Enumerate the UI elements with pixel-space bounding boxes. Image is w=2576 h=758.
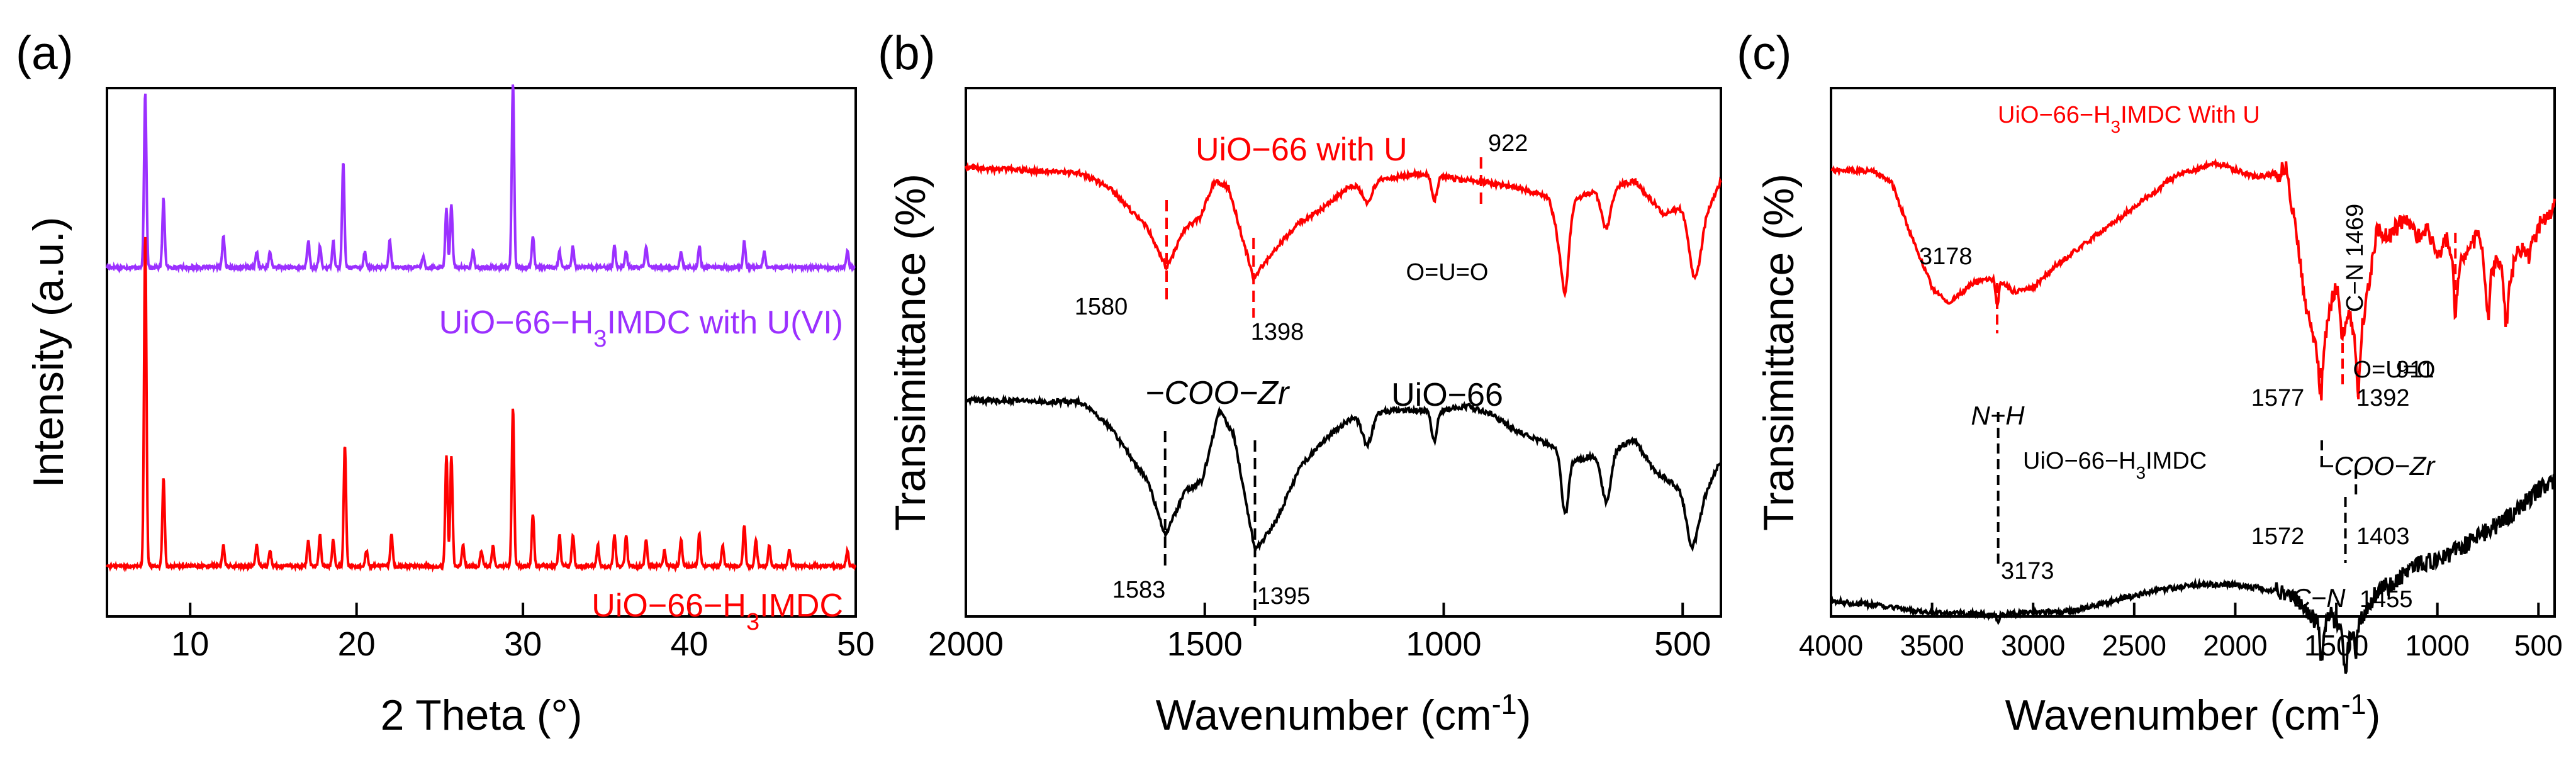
panel-c-annotation-c-n-1469: C−N 1469	[2342, 204, 2368, 312]
panel-c-x-tick-label-2500: 2500	[2102, 629, 2166, 662]
panel-c-annotation-h3imdc-title: UiO−66−H3IMDC	[2023, 448, 2207, 482]
panel-c-x-axis-label-sup: -1	[2341, 688, 2366, 720]
panel-b-annotations: UiO−66 with U 922 1580 1398 O=U=O −COO−Zr UiO−…	[1075, 130, 1528, 610]
panel-b-x-axis-label: Wavenumber (cm-1)	[1156, 688, 1532, 740]
panel-c-series-1	[1830, 473, 2556, 674]
panel-c-series	[1830, 158, 2556, 674]
panel-a-x-axis-label: 2 Theta (°)	[381, 691, 583, 739]
label-part-1: 3	[2136, 463, 2146, 482]
panel-c-annotation-3178: 3178	[1919, 243, 1973, 270]
panel-b-annotation-coo-zr: −COO−Zr	[1145, 375, 1291, 411]
panel-a-series-0	[106, 84, 856, 274]
panel-b-peak-markers	[1163, 157, 1482, 626]
panel-b-annotation-1398: 1398	[1251, 319, 1304, 345]
panel-b-x-ticks: 2000 1500 1000 500	[928, 603, 1711, 663]
panel-c-annotation-1403: 1403	[2356, 523, 2410, 550]
panel-a-x-tick-label-50: 50	[837, 625, 875, 663]
label-part-0: UiO−66−H	[2023, 448, 2136, 474]
panel-b-series	[965, 162, 1722, 552]
panel-b-x-axis-label-end: )	[1517, 691, 1532, 739]
panel-a-plot-frame	[106, 87, 857, 618]
panel-a-series-label-uio66-h3imdc-with-u: UiO−66−H3IMDC with U(VI)	[439, 304, 843, 352]
panel-b-x-axis-label-main: Wavenumber (cm	[1156, 691, 1492, 739]
panel-a-series-label-uio66-h3imdc: UiO−66−H3IMDC	[591, 588, 843, 635]
label-part-1: 3	[746, 609, 759, 635]
panel-b-x-tick-label-1500: 1500	[1167, 625, 1243, 663]
panel-b-label: (b)	[878, 26, 936, 79]
panel-c-label: (c)	[1737, 26, 1791, 79]
panel-b-x-axis-label-sup: -1	[1492, 688, 1517, 720]
label-part-0: UiO−66−H	[439, 304, 594, 341]
label-part-2: IMDC with U(VI)	[607, 304, 843, 341]
panel-c-x-tick-label-500: 500	[2514, 629, 2563, 662]
panel-a-x-tick-label-40: 40	[671, 625, 708, 663]
panel-c-annotation-n-h: N−H	[1971, 401, 2025, 430]
panel-a-x-tick-label-20: 20	[338, 625, 376, 663]
panel-c-annotation-c-n: C−N	[2292, 583, 2346, 613]
panel-b-annotation-1395: 1395	[1257, 583, 1311, 610]
panel-a-series	[106, 84, 857, 573]
panel-c-x-tick-label-1000: 1000	[2405, 629, 2470, 662]
panel-b-series-1	[965, 394, 1722, 552]
panel-a: (a) 10 20 30 40 50 2 Theta (°) Intensity (a.…	[16, 26, 875, 739]
panel-a-label: (a)	[16, 26, 74, 79]
label-part-2: IMDC	[759, 588, 843, 624]
panel-c-series-0	[1830, 158, 2556, 401]
panel-a-x-tick-label-30: 30	[504, 625, 542, 663]
panel-b-annotation-with-u-title: UiO−66 with U	[1196, 131, 1408, 168]
label-part-2: IMDC	[2146, 448, 2207, 474]
panel-a-x-tick-label-10: 10	[171, 625, 209, 663]
panel-a-y-axis-label: Intensity (a.u.)	[25, 217, 72, 488]
panel-c-annotation-1392: 1392	[2356, 385, 2410, 411]
label-part-1: 3	[2111, 117, 2121, 137]
panel-b-series-0	[965, 162, 1722, 299]
panel-c-annotation-ouo: O=U=O	[2353, 357, 2436, 383]
panel-c-x-tick-label-3500: 3500	[1900, 629, 1964, 662]
panel-b-annotation-uio66-title: UiO−66	[1391, 377, 1503, 413]
panel-b-x-tick-label-500: 500	[1654, 625, 1711, 663]
panel-b-plot-frame	[965, 87, 1722, 618]
panel-b-annotation-1583: 1583	[1112, 577, 1166, 603]
panel-b: (b) 2000 1500 1000 500 Wavenumber (cm-1) Tr…	[878, 26, 1722, 740]
panel-c-x-tick-label-3000: 3000	[2001, 629, 2065, 662]
panel-b-x-tick-label-2000: 2000	[928, 625, 1004, 663]
panel-c-annotation-coo-zr: −COO−Zr	[2319, 451, 2436, 481]
panel-c-x-tick-label-4000: 4000	[1799, 629, 1863, 662]
label-part-0: UiO−66−H	[1998, 102, 2111, 128]
panel-c-annotation-1577: 1577	[2251, 385, 2305, 411]
panel-c-peak-markers	[1996, 233, 2457, 566]
panel-b-y-axis-label: Transimittance (%)	[887, 174, 934, 531]
panel-c: (c) 4000 3500 3000 2500 2000 1500 1000 500 Wave…	[1737, 26, 2563, 739]
panel-a-series-1	[106, 237, 857, 573]
panel-c-x-axis-label: Wavenumber (cm-1)	[2005, 688, 2381, 740]
panel-c-y-axis-label: Transimittance (%)	[1755, 174, 1803, 531]
panel-c-annotation-3173: 3173	[2001, 558, 2054, 584]
panel-c-annotation-with-u-title: UiO−66−H3IMDC With U	[1998, 102, 2260, 137]
panel-b-annotation-922: 922	[1488, 130, 1528, 157]
panel-c-x-tick-label-1500: 1500	[2304, 629, 2368, 662]
panel-c-annotation-911: 911	[2396, 357, 2434, 383]
panel-c-x-axis-label-main: Wavenumber (cm	[2005, 691, 2341, 739]
label-part-0: UiO−66−H	[591, 588, 746, 624]
panel-c-x-tick-label-2000: 2000	[2203, 629, 2267, 662]
panel-c-annotation-1455: 1455	[2360, 586, 2413, 613]
panel-c-annotation-1572: 1572	[2251, 523, 2305, 550]
label-part-2: IMDC With U	[2120, 102, 2260, 128]
panel-b-annotation-1580: 1580	[1075, 294, 1128, 320]
panel-b-annotation-ouo: O=U=O	[1406, 259, 1489, 286]
panel-c-x-axis-label-end: )	[2366, 691, 2381, 739]
panel-c-plot-frame	[1830, 87, 2556, 618]
panel-b-x-tick-label-1000: 1000	[1406, 625, 1481, 663]
panel-a-x-ticks: 10 20 30 40 50	[171, 603, 875, 663]
panel-c-x-ticks: 4000 3500 3000 2500 2000 1500 1000 500	[1799, 603, 2563, 662]
label-part-1: 3	[593, 326, 607, 352]
